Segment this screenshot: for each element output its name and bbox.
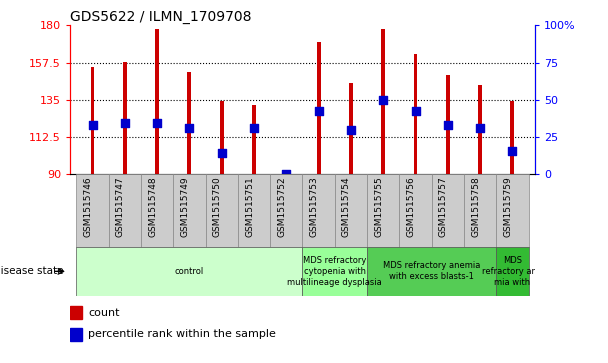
Bar bbox=[91, 67, 94, 174]
FancyBboxPatch shape bbox=[335, 174, 367, 247]
Text: MDS refractory
cytopenia with
multilineage dysplasia: MDS refractory cytopenia with multilinea… bbox=[288, 256, 382, 287]
Text: GSM1515751: GSM1515751 bbox=[245, 176, 254, 237]
FancyBboxPatch shape bbox=[303, 247, 367, 296]
Text: GSM1515756: GSM1515756 bbox=[407, 176, 415, 237]
Text: MDS refractory anemia
with excess blasts-1: MDS refractory anemia with excess blasts… bbox=[383, 261, 480, 281]
FancyBboxPatch shape bbox=[238, 174, 270, 247]
Text: GSM1515754: GSM1515754 bbox=[342, 176, 351, 237]
Text: count: count bbox=[88, 307, 120, 318]
FancyBboxPatch shape bbox=[206, 174, 238, 247]
Point bbox=[152, 120, 162, 126]
Bar bbox=[220, 102, 224, 174]
Bar bbox=[381, 29, 385, 174]
Bar bbox=[446, 75, 450, 174]
Bar bbox=[478, 85, 482, 174]
FancyBboxPatch shape bbox=[399, 174, 432, 247]
Text: disease state: disease state bbox=[0, 266, 64, 276]
Point bbox=[185, 125, 195, 131]
Point bbox=[120, 120, 130, 126]
FancyBboxPatch shape bbox=[77, 247, 303, 296]
Text: GSM1515758: GSM1515758 bbox=[471, 176, 480, 237]
Point bbox=[410, 109, 420, 114]
Bar bbox=[285, 172, 288, 174]
FancyBboxPatch shape bbox=[432, 174, 464, 247]
FancyBboxPatch shape bbox=[141, 174, 173, 247]
Bar bbox=[70, 306, 82, 319]
FancyBboxPatch shape bbox=[173, 174, 206, 247]
Bar bbox=[413, 53, 418, 174]
Bar bbox=[70, 328, 82, 341]
Text: GSM1515759: GSM1515759 bbox=[503, 176, 513, 237]
FancyBboxPatch shape bbox=[464, 174, 496, 247]
Text: GSM1515749: GSM1515749 bbox=[181, 176, 190, 237]
Bar bbox=[317, 42, 320, 174]
Point bbox=[443, 122, 453, 127]
FancyBboxPatch shape bbox=[367, 174, 399, 247]
Text: MDS
refractory ane
mia with: MDS refractory ane mia with bbox=[482, 256, 542, 287]
Point bbox=[282, 171, 291, 177]
Text: GSM1515757: GSM1515757 bbox=[439, 176, 448, 237]
FancyBboxPatch shape bbox=[270, 174, 303, 247]
Text: GDS5622 / ILMN_1709708: GDS5622 / ILMN_1709708 bbox=[70, 11, 252, 24]
Text: GSM1515748: GSM1515748 bbox=[148, 176, 157, 237]
FancyBboxPatch shape bbox=[303, 174, 335, 247]
Text: GSM1515752: GSM1515752 bbox=[277, 176, 286, 237]
Point bbox=[88, 122, 97, 127]
Bar bbox=[349, 83, 353, 174]
Point bbox=[217, 150, 227, 156]
FancyBboxPatch shape bbox=[367, 247, 496, 296]
Text: GSM1515753: GSM1515753 bbox=[309, 176, 319, 237]
FancyBboxPatch shape bbox=[496, 174, 528, 247]
Text: GSM1515755: GSM1515755 bbox=[375, 176, 383, 237]
Text: GSM1515747: GSM1515747 bbox=[116, 176, 125, 237]
Bar bbox=[252, 105, 256, 174]
Point bbox=[508, 148, 517, 154]
FancyBboxPatch shape bbox=[109, 174, 141, 247]
Point bbox=[346, 127, 356, 132]
FancyBboxPatch shape bbox=[496, 247, 528, 296]
Text: GSM1515746: GSM1515746 bbox=[83, 176, 92, 237]
Point bbox=[475, 125, 485, 131]
Bar bbox=[511, 102, 514, 174]
Text: GSM1515750: GSM1515750 bbox=[213, 176, 222, 237]
Bar bbox=[187, 72, 192, 174]
Point bbox=[378, 97, 388, 103]
Point bbox=[249, 125, 259, 131]
Point bbox=[314, 109, 323, 114]
Bar bbox=[123, 62, 126, 174]
Bar bbox=[155, 29, 159, 174]
FancyBboxPatch shape bbox=[77, 174, 109, 247]
Text: control: control bbox=[175, 267, 204, 276]
Text: percentile rank within the sample: percentile rank within the sample bbox=[88, 329, 276, 339]
